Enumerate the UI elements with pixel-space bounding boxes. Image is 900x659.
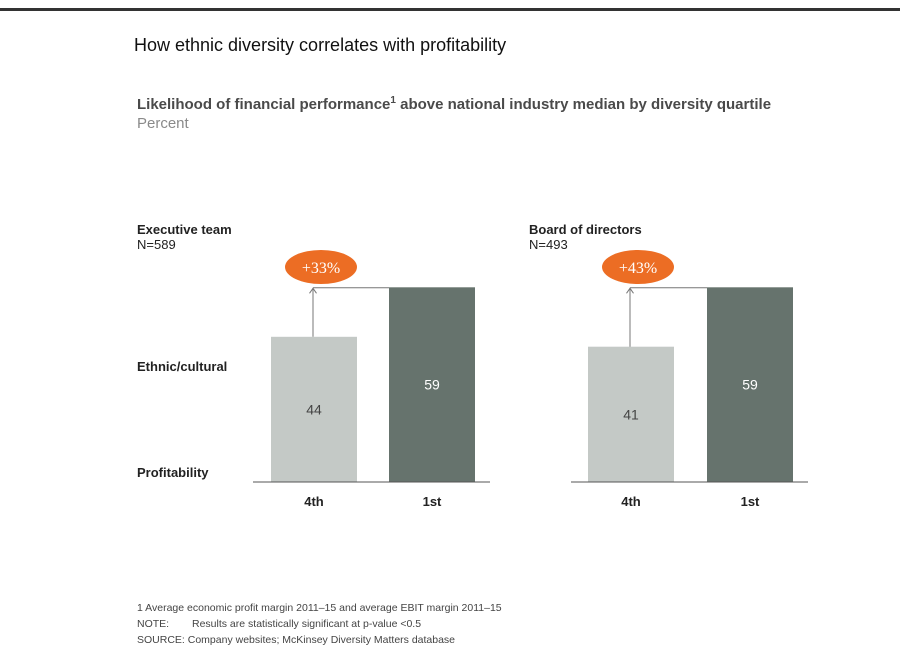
page-title: How ethnic diversity correlates with pro… (134, 35, 507, 55)
panel-n-label: N=589 (137, 237, 176, 252)
tick-label: 1st (423, 494, 442, 509)
uplift-arrow-head (309, 287, 317, 294)
tick-label: 4th (304, 494, 324, 509)
footnote-1: 1 Average economic profit margin 2011–15… (137, 602, 502, 614)
bar-1st (707, 287, 793, 482)
unit-label: Percent (137, 115, 189, 132)
subtitle-text: Likelihood of financial performance (137, 96, 391, 113)
data-label: 59 (742, 377, 758, 393)
note-label: NOTE: (137, 618, 170, 630)
panel-title: Executive team (137, 222, 232, 237)
uplift-label: +33% (302, 260, 340, 277)
panel-title: Board of directors (529, 222, 642, 237)
footnote-note: NOTE: Results are statistically significa… (137, 616, 502, 632)
uplift-badge (602, 250, 674, 284)
data-label: 44 (306, 401, 322, 417)
panel-n-label: N=493 (529, 237, 568, 252)
top-rule (0, 8, 900, 11)
row-label-ethnic: Ethnic/cultural (137, 359, 228, 374)
footnotes: 1 Average economic profit margin 2011–15… (137, 600, 502, 648)
uplift-badge (285, 250, 357, 284)
bar-4th (588, 346, 674, 482)
row-label-profitability: Profitability (137, 465, 209, 480)
bar-4th (271, 336, 357, 482)
footnote-source: SOURCE: Company websites; McKinsey Diver… (137, 634, 456, 646)
chart-subtitle: Likelihood of financial performance1 abo… (137, 95, 771, 113)
subtitle-footnote-marker: 1 (390, 95, 396, 106)
bar-1st (389, 287, 475, 482)
tick-label: 4th (621, 494, 641, 509)
tick-label: 1st (741, 494, 760, 509)
uplift-label: +43% (619, 260, 657, 277)
data-label: 41 (623, 406, 639, 422)
uplift-arrow-head (626, 287, 634, 294)
subtitle-text-after: above national industry median by divers… (395, 96, 772, 113)
data-label: 59 (424, 377, 440, 393)
note-text: Results are statistically significant at… (192, 618, 422, 630)
